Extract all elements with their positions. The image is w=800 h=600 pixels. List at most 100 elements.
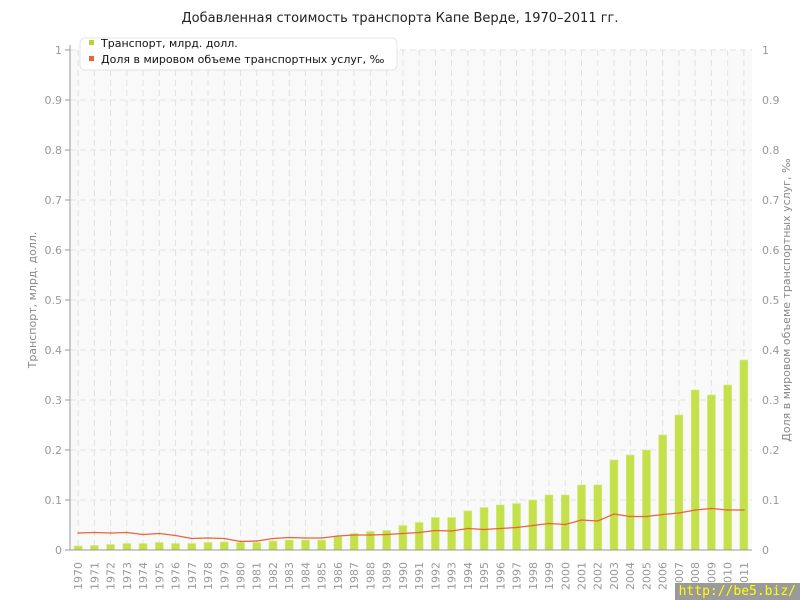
x-tick-label: 1990 — [397, 562, 410, 590]
bar-1983 — [284, 539, 294, 551]
bar-1975 — [155, 542, 164, 551]
line-point-1979 — [223, 537, 226, 540]
line-point-1993 — [450, 530, 453, 532]
line-point-2007 — [678, 512, 680, 514]
x-tick-label: 1972 — [105, 562, 118, 590]
chart-title: Добавленная стоимость транспорта Капе Ве… — [181, 11, 618, 26]
legend: Транспорт, млрд. долл. Доля в мировом об… — [79, 37, 398, 71]
line-point-1980 — [239, 540, 242, 543]
bar-1985 — [317, 539, 326, 551]
y-axis-label-left: Транспорт, млрд. долл. — [26, 232, 39, 370]
x-tick-label: 1975 — [153, 562, 166, 590]
bar-1970 — [73, 545, 83, 551]
x-tick-label: 1980 — [235, 562, 248, 590]
bar-1989 — [382, 530, 391, 551]
line-point-1996 — [499, 527, 502, 530]
bar-1990 — [398, 525, 408, 551]
bar-1987 — [349, 533, 359, 551]
x-tick-label: 1996 — [494, 562, 507, 590]
line-point-1984 — [304, 537, 307, 539]
x-tick-label: 1999 — [543, 562, 556, 590]
line-point-1970 — [77, 532, 79, 534]
x-tick-label: 1993 — [446, 562, 459, 590]
y-tick-right: 0.5 — [762, 294, 780, 307]
y-tick-left: 0.9 — [45, 94, 63, 107]
bar-2007 — [674, 414, 684, 551]
y-tick-left: 0.4 — [45, 344, 63, 357]
line-point-1987 — [353, 534, 355, 536]
y-tick-right: 0 — [762, 544, 769, 557]
line-point-1973 — [126, 531, 128, 534]
y-tick-right: 0.4 — [762, 344, 780, 357]
line-point-2006 — [661, 513, 664, 516]
y-tick-right: 0.3 — [762, 394, 780, 407]
bar-1994 — [463, 510, 473, 551]
line-point-1991 — [418, 531, 420, 534]
line-point-1983 — [288, 536, 291, 539]
line-point-2010 — [726, 509, 729, 511]
line-point-1975 — [158, 532, 161, 535]
bar-2002 — [593, 484, 603, 551]
x-tick-label: 2000 — [559, 562, 572, 590]
line-point-1981 — [255, 540, 258, 542]
line-point-1992 — [434, 529, 437, 532]
x-tick-label: 1981 — [251, 562, 264, 590]
bar-2003 — [609, 459, 619, 551]
bar-1980 — [236, 542, 245, 551]
y-tick-right: 0.2 — [762, 444, 780, 457]
bar-1976 — [171, 543, 180, 551]
bar-2010 — [723, 384, 732, 551]
x-tick-label: 2003 — [608, 562, 621, 590]
y-tick-right: 0.8 — [762, 144, 780, 157]
bar-2001 — [577, 484, 586, 551]
bar-2009 — [707, 394, 716, 551]
line-point-1977 — [190, 537, 193, 540]
line-point-2001 — [580, 519, 583, 521]
y-tick-left: 0 — [55, 544, 62, 557]
line-point-1971 — [93, 531, 96, 534]
y-tick-left: 0.3 — [45, 394, 63, 407]
line-point-1998 — [531, 524, 534, 527]
x-tick-label: 1987 — [348, 562, 361, 590]
line-point-1999 — [548, 522, 550, 525]
line-point-2011 — [743, 509, 745, 511]
x-tick-label: 2004 — [624, 562, 637, 590]
bar-1996 — [496, 504, 505, 551]
line-point-2009 — [710, 507, 713, 510]
legend-swatch-bar — [89, 40, 94, 45]
y-tick-left: 0.7 — [45, 194, 63, 207]
x-tick-label: 1974 — [137, 562, 150, 590]
legend-swatch-line — [89, 56, 94, 61]
y-tick-right: 1 — [762, 44, 769, 57]
line-point-1990 — [402, 532, 404, 535]
line-point-1982 — [272, 537, 274, 540]
bar-1984 — [301, 539, 310, 551]
bar-1991 — [414, 522, 424, 551]
line-point-1986 — [337, 535, 339, 537]
x-tick-label: 1989 — [381, 562, 394, 590]
watermark[interactable]: http://be5.biz/ — [674, 583, 800, 600]
x-tick-label: 1994 — [462, 562, 475, 590]
y-axis-label-right: Доля в мировом объеме транспортных услуг… — [780, 158, 793, 442]
y-tick-left: 0.2 — [45, 444, 63, 457]
bar-1977 — [187, 543, 197, 551]
line-point-1989 — [385, 533, 388, 536]
line-point-1976 — [174, 534, 177, 537]
line-point-2000 — [564, 523, 567, 526]
line-path — [78, 507, 744, 543]
grid — [70, 49, 752, 550]
y-tick-right: 0.6 — [762, 244, 780, 257]
y-tick-right: 0.7 — [762, 194, 780, 207]
line-point-2002 — [596, 520, 599, 522]
bar-2008 — [690, 389, 700, 551]
x-tick-label: 1970 — [72, 562, 85, 590]
bar-1986 — [333, 536, 343, 551]
x-tick-label: 1991 — [413, 562, 426, 590]
bar-2000 — [560, 494, 570, 551]
line-point-1997 — [515, 526, 518, 529]
line-point-2003 — [613, 513, 615, 515]
line-point-1972 — [109, 532, 112, 534]
bar-1999 — [544, 494, 554, 551]
bar-1993 — [447, 517, 456, 551]
